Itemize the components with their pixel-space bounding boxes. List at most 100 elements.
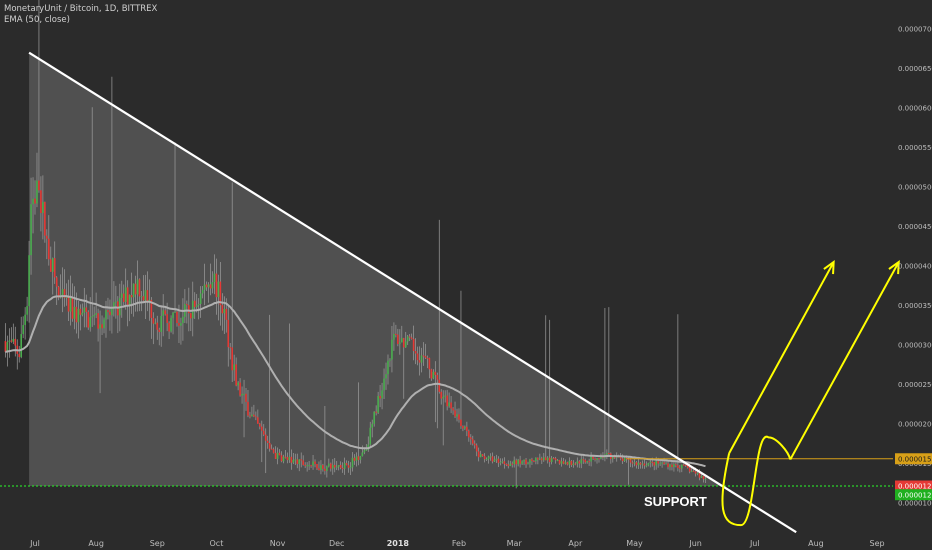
candle-body bbox=[219, 281, 222, 306]
candle-body bbox=[150, 299, 153, 318]
candle-body bbox=[633, 462, 636, 464]
candle-body bbox=[367, 444, 370, 450]
candle-body bbox=[570, 460, 573, 466]
price-tick-label: 0.00004500 bbox=[898, 223, 932, 231]
candle-body bbox=[438, 379, 441, 392]
candle-body bbox=[586, 461, 588, 463]
candle-body bbox=[541, 458, 543, 461]
candle-body bbox=[428, 358, 431, 370]
candle-body bbox=[452, 408, 454, 411]
candle-body bbox=[193, 300, 196, 307]
candle-body bbox=[692, 470, 695, 472]
candle-body bbox=[481, 454, 484, 457]
candle-body bbox=[544, 457, 547, 461]
candle-body bbox=[410, 337, 413, 339]
candle-body bbox=[128, 295, 131, 305]
candle-body bbox=[134, 283, 137, 295]
candle-body bbox=[477, 451, 480, 458]
candle-body bbox=[598, 458, 600, 460]
candle-body bbox=[393, 333, 395, 340]
candle-body bbox=[61, 289, 64, 295]
candle-body bbox=[576, 461, 579, 464]
candle-body bbox=[554, 458, 557, 461]
candle-body bbox=[389, 359, 391, 361]
candle-body bbox=[55, 277, 58, 287]
candle-body bbox=[46, 235, 48, 239]
price-tick-label: 0.00004000 bbox=[898, 263, 932, 271]
candle-body bbox=[288, 456, 291, 461]
candle-body bbox=[704, 478, 707, 480]
candle-body bbox=[272, 449, 275, 453]
candle-body bbox=[349, 467, 352, 469]
candle-body bbox=[144, 290, 147, 301]
candle-body bbox=[548, 457, 551, 463]
candle-body bbox=[40, 190, 42, 214]
candle-body bbox=[655, 461, 657, 466]
candle-body bbox=[49, 259, 52, 272]
candle-body bbox=[172, 312, 174, 319]
candle-body bbox=[44, 201, 46, 236]
candle-body bbox=[253, 414, 255, 417]
candle-body bbox=[637, 462, 640, 466]
resistance-price-tag-bg bbox=[895, 453, 932, 465]
candle-body bbox=[268, 442, 271, 449]
candle-body bbox=[10, 340, 13, 342]
candle-body bbox=[635, 462, 638, 466]
candle-body bbox=[487, 456, 490, 460]
candle-body bbox=[335, 466, 338, 468]
candle-body bbox=[383, 378, 385, 391]
candle-body bbox=[152, 317, 155, 324]
arrow-head bbox=[888, 260, 900, 275]
candle-body bbox=[211, 282, 214, 289]
candle-body bbox=[282, 456, 285, 462]
candle-body bbox=[124, 287, 127, 302]
drawing-tools[interactable] bbox=[0, 51, 900, 534]
candle-body bbox=[231, 347, 233, 371]
candle-body bbox=[176, 311, 178, 323]
candle-body bbox=[331, 465, 334, 469]
candle-body bbox=[485, 459, 488, 461]
candle-body bbox=[93, 314, 95, 317]
candle-body bbox=[566, 462, 569, 465]
candle-body bbox=[320, 465, 322, 471]
candle-body bbox=[387, 360, 389, 375]
projection-arrow bbox=[789, 261, 900, 461]
candle-body bbox=[462, 426, 464, 429]
candle-body bbox=[255, 416, 257, 418]
candle-body bbox=[503, 461, 506, 465]
candle-body bbox=[87, 311, 90, 328]
candle-body bbox=[408, 336, 411, 338]
candle-body bbox=[221, 305, 224, 314]
candle-body bbox=[572, 463, 575, 466]
candle-body bbox=[302, 460, 304, 465]
candle-body bbox=[188, 305, 190, 314]
time-axis: Jul Aug Sep Oct Nov Dec 2018 Feb Mar Apr May Jun Jul… bbox=[29, 539, 884, 548]
candle-body bbox=[444, 395, 446, 397]
candle-body bbox=[574, 463, 577, 465]
candle-body bbox=[4, 341, 7, 352]
price-tick-label: 0.00002500 bbox=[898, 381, 932, 389]
candle-body bbox=[115, 301, 117, 303]
candle-body bbox=[466, 426, 468, 431]
candle-body bbox=[276, 452, 279, 459]
candle-body bbox=[260, 426, 263, 431]
candle-body bbox=[471, 439, 474, 444]
time-tick-label: Nov bbox=[270, 539, 286, 548]
candle-body bbox=[32, 198, 34, 205]
candle-body bbox=[186, 304, 188, 306]
candle-body bbox=[556, 459, 559, 461]
candle-body bbox=[71, 297, 74, 319]
candle-body bbox=[657, 461, 659, 464]
candle-body bbox=[483, 456, 486, 460]
candle-body bbox=[156, 322, 159, 330]
candle-body bbox=[669, 464, 671, 468]
candle-body bbox=[375, 411, 377, 413]
candle-body bbox=[464, 426, 466, 429]
candle-body bbox=[225, 308, 228, 320]
candle-body bbox=[95, 313, 97, 315]
candle-body bbox=[337, 464, 340, 467]
candle-body bbox=[665, 463, 667, 465]
candle-body bbox=[262, 430, 265, 435]
candle-body bbox=[446, 395, 448, 407]
